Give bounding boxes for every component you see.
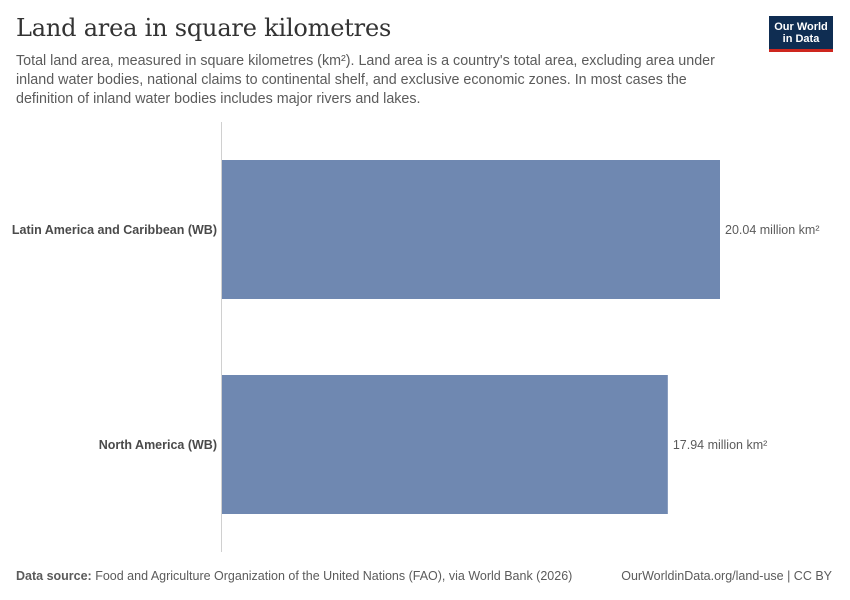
source-url-link[interactable]: OurWorldinData.org/land-use | CC BY: [621, 569, 832, 583]
data-source-text: Food and Agriculture Organization of the…: [95, 569, 573, 583]
logo-line-2: in Data: [782, 33, 820, 45]
category-label-0: Latin America and Caribbean (WB): [12, 223, 217, 237]
data-source-label: Data source:: [16, 569, 92, 583]
value-label-1: 17.94 million km²: [673, 438, 767, 452]
chart-title: Land area in square kilometres: [16, 14, 392, 42]
owid-logo[interactable]: Our World in Data: [769, 16, 833, 52]
logo-line-1: Our World: [774, 21, 828, 33]
data-source: Data source: Food and Agriculture Organi…: [16, 569, 572, 583]
bar-0[interactable]: [222, 160, 720, 299]
category-label-1: North America (WB): [99, 438, 217, 452]
bar-1[interactable]: [222, 375, 668, 514]
value-label-0: 20.04 million km²: [725, 223, 819, 237]
chart-subtitle: Total land area, measured in square kilo…: [16, 53, 715, 107]
footer: Data source: Food and Agriculture Organi…: [16, 569, 832, 583]
bars-layer: Latin America and Caribbean (WB) 20.04 mi…: [12, 160, 819, 514]
